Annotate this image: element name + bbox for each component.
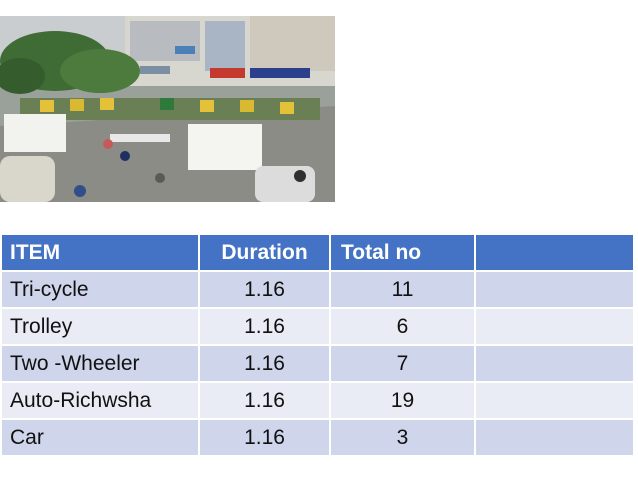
table-row: Tri-cycle 1.16 11 (2, 272, 633, 307)
table-header-row: ITEM Duration Total no (2, 235, 633, 270)
vehicle-count-table: ITEM Duration Total no Tri-cycle 1.16 11… (0, 233, 635, 457)
cell-total: 19 (331, 383, 474, 418)
cell-blank (476, 346, 633, 381)
header-blank (476, 235, 633, 270)
cell-item: Tri-cycle (2, 272, 198, 307)
cell-duration: 1.16 (200, 309, 329, 344)
cell-duration: 1.16 (200, 420, 329, 455)
street-photo (0, 16, 335, 202)
cell-total: 7 (331, 346, 474, 381)
street-scene-image (0, 16, 335, 202)
table-row: Trolley 1.16 6 (2, 309, 633, 344)
cell-blank (476, 383, 633, 418)
cell-blank (476, 420, 633, 455)
cell-item: Two -Wheeler (2, 346, 198, 381)
cell-total: 11 (331, 272, 474, 307)
table-row: Two -Wheeler 1.16 7 (2, 346, 633, 381)
header-duration: Duration (200, 235, 329, 270)
cell-duration: 1.16 (200, 346, 329, 381)
cell-blank (476, 272, 633, 307)
cell-duration: 1.16 (200, 272, 329, 307)
table-row: Auto-Richwsha 1.16 19 (2, 383, 633, 418)
cell-item: Car (2, 420, 198, 455)
cell-total: 3 (331, 420, 474, 455)
header-item: ITEM (2, 235, 198, 270)
cell-total: 6 (331, 309, 474, 344)
cell-item: Trolley (2, 309, 198, 344)
cell-blank (476, 309, 633, 344)
header-total-no: Total no (331, 235, 474, 270)
cell-item: Auto-Richwsha (2, 383, 198, 418)
cell-duration: 1.16 (200, 383, 329, 418)
table-row: Car 1.16 3 (2, 420, 633, 455)
